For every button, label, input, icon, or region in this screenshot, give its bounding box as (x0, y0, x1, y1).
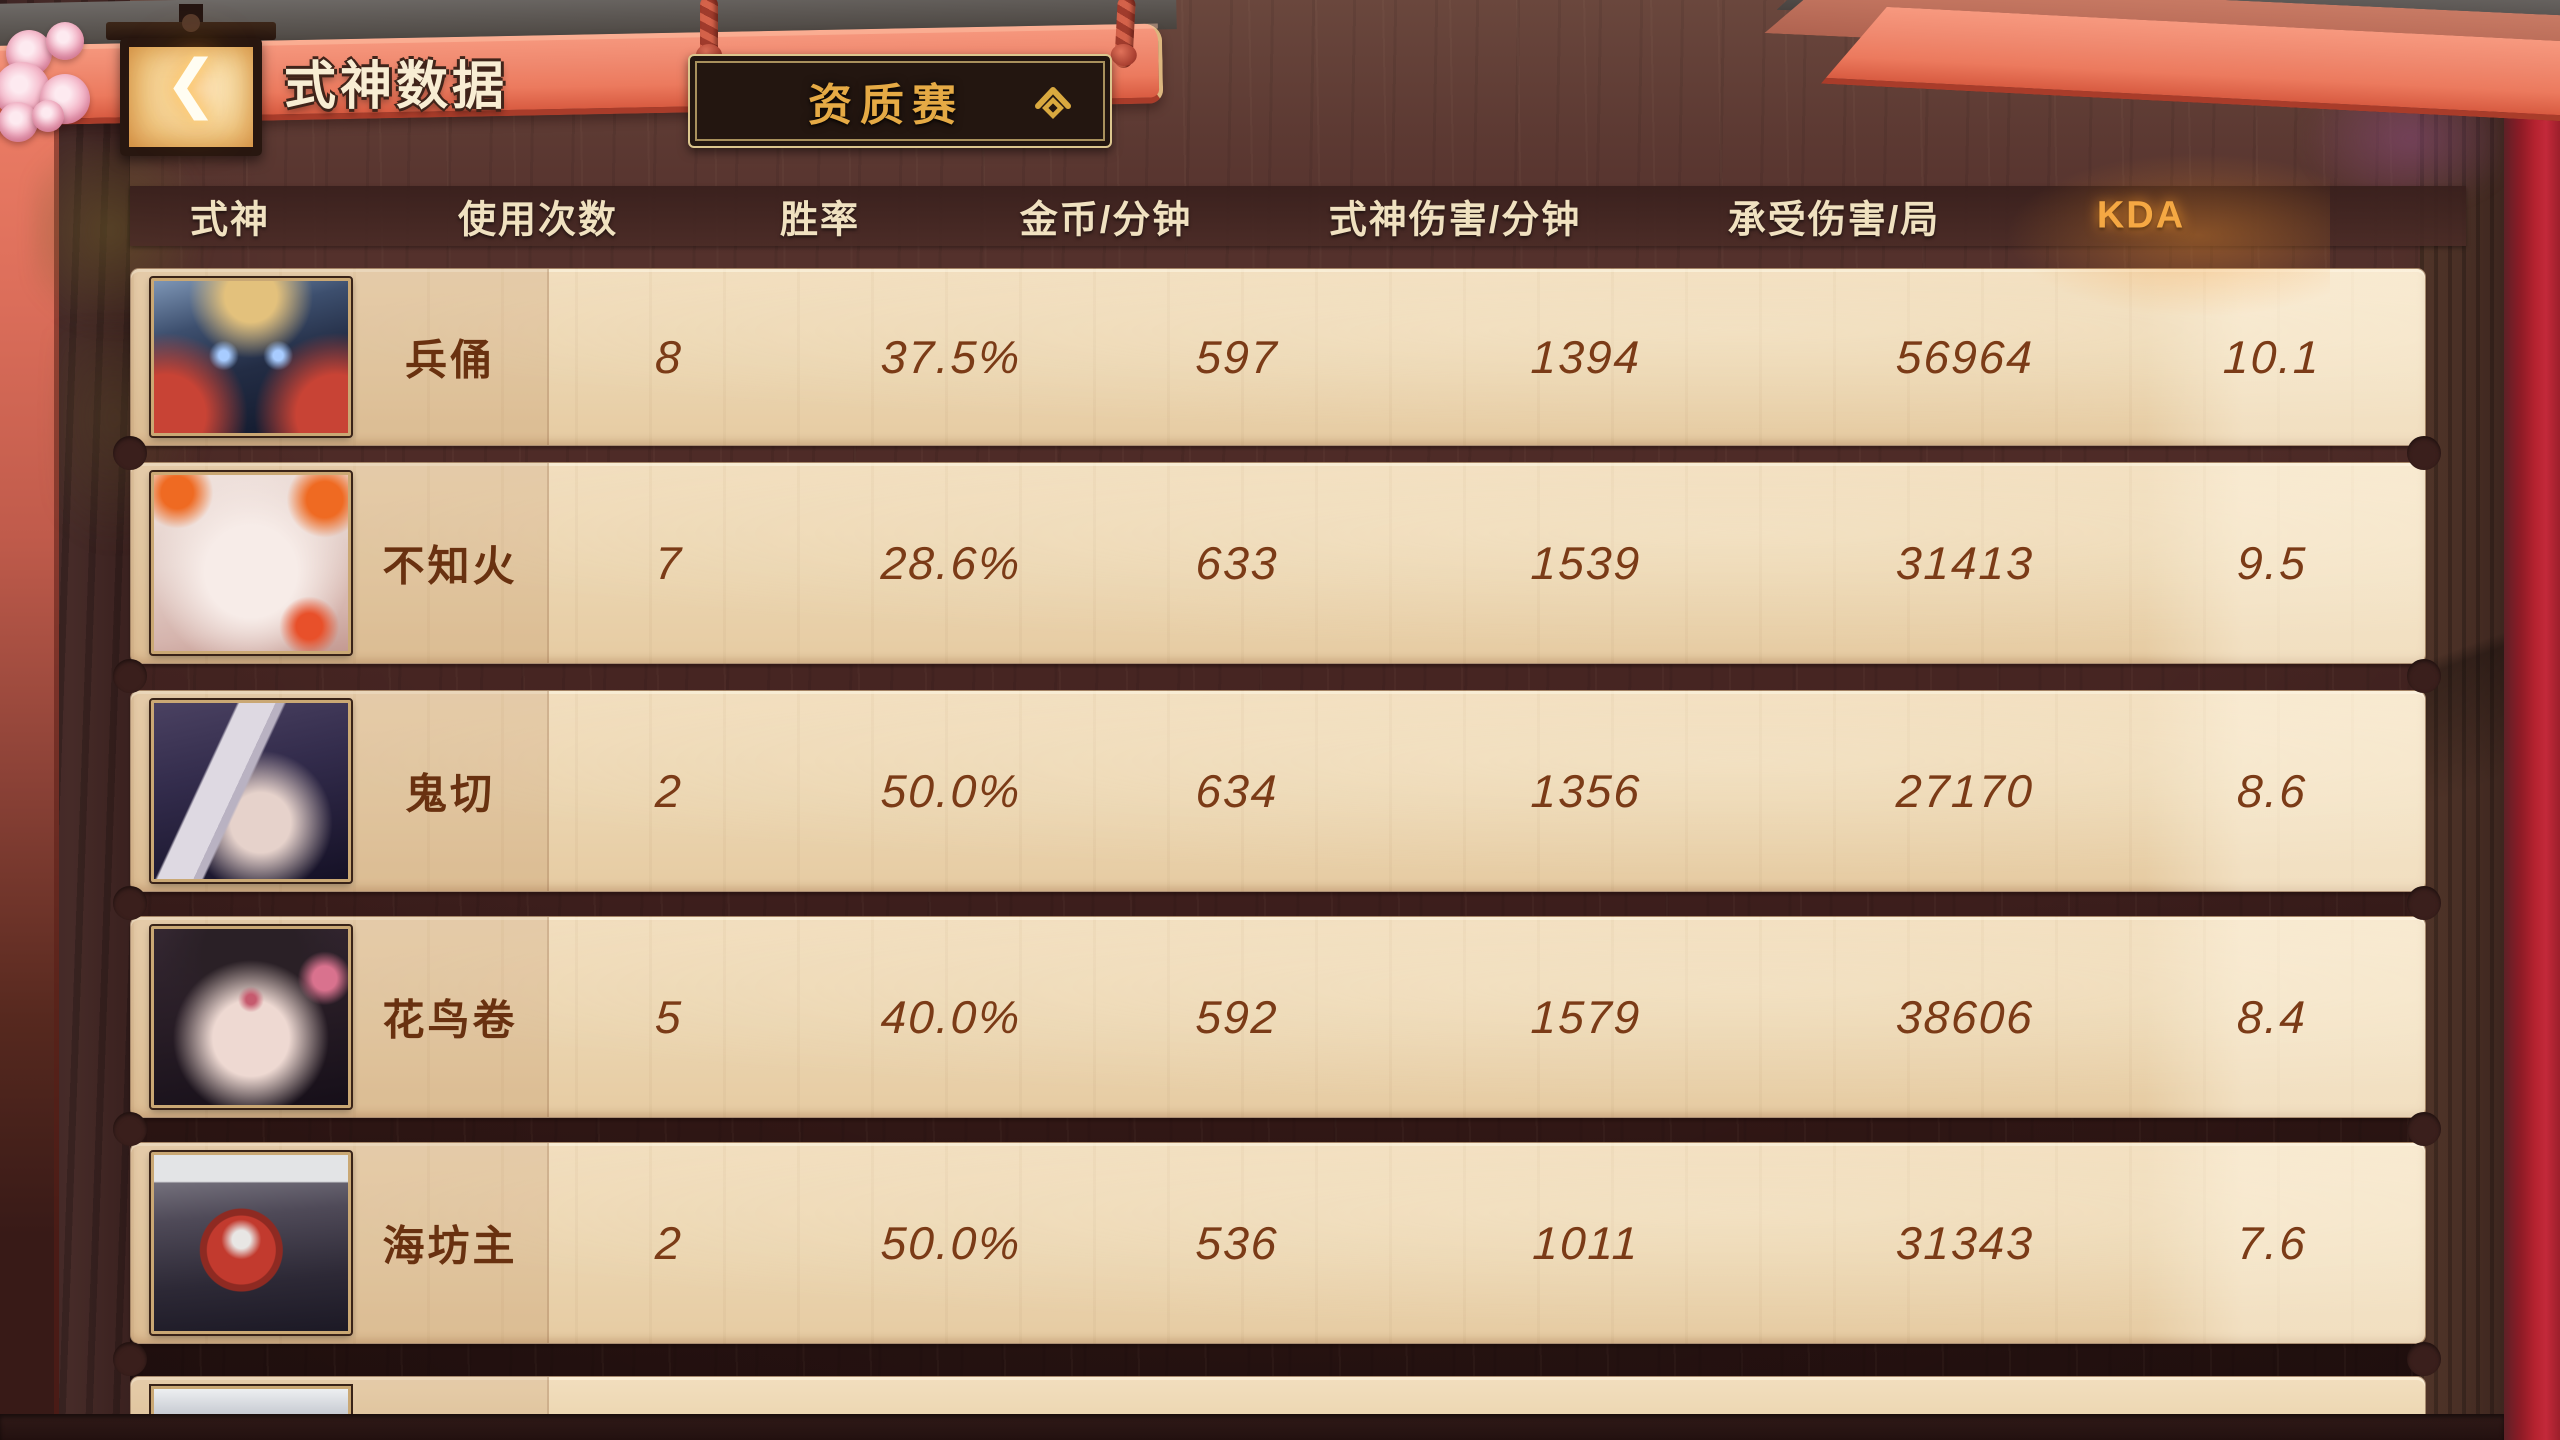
win-rate-value: 37.5% (879, 331, 1023, 383)
table-row[interactable]: 兵俑 8 37.5% 597 1394 56964 10.1 (130, 268, 2426, 446)
uses-value: 5 (654, 991, 684, 1043)
sakura-decoration (40, 74, 90, 124)
left-curtain-decoration (0, 0, 130, 1440)
uses-value: 8 (654, 331, 684, 383)
beam-decoration (1821, 4, 2560, 122)
sakura-decoration (6, 30, 52, 76)
beam-decoration (1764, 0, 2560, 70)
damage-per-min-value: 1539 (1529, 537, 1643, 589)
column-header-damage-per-min[interactable]: 式神伤害/分钟 (1328, 199, 1582, 242)
edge-notch-decoration (2407, 659, 2441, 693)
page-title: 式神数据 (284, 58, 509, 116)
shikigami-name: 兵俑 (404, 336, 496, 384)
uses-value: 7 (654, 537, 684, 589)
mode-label: 资质赛 (808, 81, 964, 130)
column-header-gold-per-min[interactable]: 金币/分钟 (1019, 199, 1193, 242)
damage-per-min-value: 1011 (1531, 1217, 1641, 1269)
kda-column-highlight (2145, 269, 2425, 445)
table-row[interactable]: 海坊主 2 50.0% 536 1011 31343 7.6 (130, 1142, 2426, 1344)
kda-value: 10.1 (2222, 331, 2322, 383)
win-rate-value: 28.6% (879, 537, 1023, 589)
win-rate-value: 40.0% (879, 991, 1023, 1043)
column-header-uses[interactable]: 使用次数 (457, 199, 619, 242)
kda-value: 9.5 (2236, 537, 2308, 589)
uses-value: 2 (654, 765, 684, 817)
sakura-decoration (0, 62, 50, 118)
column-header-kda[interactable]: KDA (2096, 194, 2186, 237)
kda-column-highlight (2145, 917, 2425, 1117)
rope-decoration (1114, 0, 1136, 69)
kda-value: 8.4 (2236, 991, 2308, 1043)
damage-per-min-value: 1356 (1529, 765, 1643, 817)
win-rate-value: 50.0% (879, 765, 1023, 817)
shikigami-avatar (149, 924, 353, 1110)
sort-desc-icon[interactable] (2198, 20, 2228, 41)
damage-per-min-value: 1579 (1529, 991, 1643, 1043)
bottom-frame-decoration (0, 1414, 2504, 1440)
back-button[interactable]: ❮ (106, 4, 276, 158)
kda-column-highlight (2145, 691, 2425, 891)
shikigami-avatar (149, 276, 353, 438)
kda-value: 7.6 (2236, 1217, 2308, 1269)
column-header-damage-taken[interactable]: 承受伤害/局 (1727, 199, 1941, 242)
edge-notch-decoration (2407, 1342, 2441, 1376)
shikigami-name: 花鸟卷 (382, 996, 518, 1044)
edge-notch-decoration (113, 659, 147, 693)
table-row[interactable]: 鬼切 2 50.0% 634 1356 27170 8.6 (130, 690, 2426, 892)
kda-column-highlight (2145, 463, 2425, 663)
gold-per-min-value: 634 (1194, 765, 1280, 817)
table-row[interactable]: 不知火 7 28.6% 633 1539 31413 9.5 (130, 462, 2426, 664)
roof-decoration (1777, 0, 2560, 42)
shikigami-avatar (149, 1384, 353, 1419)
shikigami-name: 海坊主 (382, 1222, 518, 1270)
shikigami-avatar (149, 698, 353, 884)
mode-selector-button[interactable]: 资质赛 (688, 54, 1112, 148)
left-pillar-decoration (0, 56, 59, 1440)
damage-per-min-value: 1394 (1529, 331, 1643, 383)
sakura-decoration (46, 22, 84, 60)
sakura-decoration (32, 100, 64, 132)
kda-column-highlight (2145, 1143, 2425, 1343)
column-header-win-rate[interactable]: 胜率 (779, 199, 861, 242)
chevron-up-diamond-icon (1035, 87, 1071, 119)
edge-notch-decoration (113, 1342, 147, 1376)
damage-taken-value: 31413 (1895, 537, 2035, 589)
shikigami-name: 鬼切 (404, 770, 496, 818)
gold-per-min-value: 597 (1194, 331, 1280, 383)
gold-per-min-value: 592 (1194, 991, 1280, 1043)
shikigami-avatar (149, 1150, 353, 1336)
right-curtain-decoration (2504, 0, 2560, 1440)
win-rate-value: 50.0% (879, 1217, 1023, 1269)
table-row[interactable]: 花鸟卷 5 40.0% 592 1579 38606 8.4 (130, 916, 2426, 1118)
gold-per-min-value: 536 (1194, 1217, 1280, 1269)
damage-taken-value: 56964 (1895, 331, 2035, 383)
damage-taken-value: 31343 (1895, 1217, 2035, 1269)
gold-per-min-value: 633 (1194, 537, 1280, 589)
sakura-decoration (0, 102, 38, 142)
uses-value: 2 (654, 1217, 684, 1269)
column-header-shikigami[interactable]: 式神 (190, 199, 271, 242)
shikigami-name: 不知火 (382, 542, 518, 590)
shikigami-avatar (149, 470, 353, 656)
damage-taken-value: 27170 (1895, 765, 2035, 817)
back-arrow-icon: ❮ (164, 46, 218, 119)
kda-value: 8.6 (2236, 765, 2308, 817)
damage-taken-value: 38606 (1895, 991, 2035, 1043)
table-header (130, 186, 2466, 246)
table-row-partial[interactable] (130, 1376, 2426, 1419)
